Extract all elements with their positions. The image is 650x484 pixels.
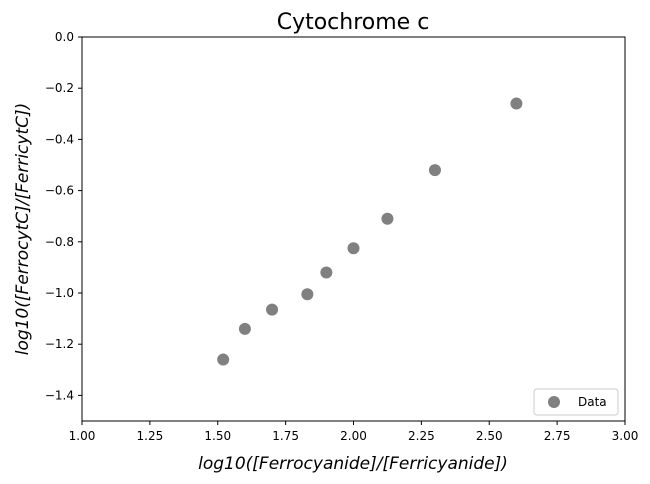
y-tick-label: −0.8: [45, 235, 74, 249]
data-point: [217, 353, 230, 366]
y-tick-label: 0.0: [55, 30, 74, 44]
data-point: [320, 266, 333, 279]
y-axis-label: log10([FerrocytC]/[FerricytC]): [13, 103, 33, 356]
x-tick-label: 1.00: [69, 429, 96, 443]
legend: Data: [533, 388, 619, 416]
data-points: [217, 97, 523, 366]
y-tick-label: −1.0: [45, 286, 74, 300]
data-point: [381, 212, 394, 225]
y-tick-label: −0.2: [45, 81, 74, 95]
legend-marker-icon: [548, 396, 560, 408]
y-tick-label: −1.2: [45, 337, 74, 351]
x-tick-label: 1.50: [204, 429, 231, 443]
data-point: [510, 97, 523, 110]
y-tick-label: −0.4: [45, 132, 74, 146]
data-point: [347, 242, 360, 255]
x-tick-label: 1.25: [137, 429, 164, 443]
legend-entry-label: Data: [578, 395, 607, 409]
x-tick-label: 2.75: [544, 429, 571, 443]
chart-title: Cytochrome c: [277, 10, 430, 35]
data-point: [266, 303, 279, 316]
y-tick-label: −1.4: [45, 388, 74, 402]
data-point: [238, 322, 251, 335]
x-axis-ticks: 1.00 1.25 1.50 1.75 2.00 2.25 2.50 2.75 3.00: [69, 421, 639, 443]
x-tick-label: 2.25: [408, 429, 435, 443]
data-point: [301, 288, 314, 301]
x-tick-label: 2.00: [340, 429, 367, 443]
x-axis-label: log10([Ferrocyanide]/[Ferricyanide]): [198, 454, 508, 474]
plot-area-frame: [81, 36, 626, 422]
x-tick-label: 3.00: [612, 429, 639, 443]
y-tick-label: −0.6: [45, 184, 74, 198]
x-tick-label: 2.50: [476, 429, 503, 443]
x-tick-label: 1.75: [272, 429, 299, 443]
data-point: [428, 164, 441, 177]
legend-box: [533, 388, 619, 416]
y-axis-ticks: 0.0 −0.2 −0.4 −0.6 −0.8 −1.0 −1.2 −1.4: [45, 30, 82, 402]
